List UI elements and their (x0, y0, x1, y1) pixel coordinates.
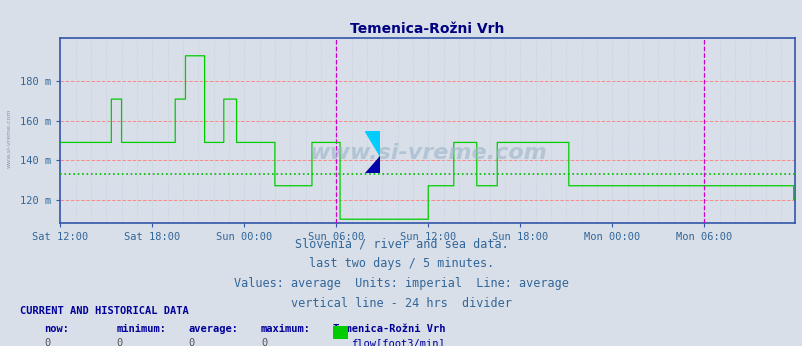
Polygon shape (364, 156, 379, 173)
Text: www.si-vreme.com: www.si-vreme.com (308, 143, 546, 163)
Text: now:: now: (44, 324, 69, 334)
Text: Temenica-Rožni Vrh: Temenica-Rožni Vrh (333, 324, 445, 334)
Text: Values: average  Units: imperial  Line: average: Values: average Units: imperial Line: av… (233, 277, 569, 290)
Text: CURRENT AND HISTORICAL DATA: CURRENT AND HISTORICAL DATA (20, 306, 188, 316)
Text: last two days / 5 minutes.: last two days / 5 minutes. (309, 257, 493, 270)
Text: Slovenia / river and sea data.: Slovenia / river and sea data. (294, 237, 508, 250)
Polygon shape (364, 131, 379, 156)
Title: Temenica-Rožni Vrh: Temenica-Rožni Vrh (350, 21, 504, 36)
Text: 0: 0 (44, 338, 51, 346)
Text: 0: 0 (261, 338, 267, 346)
Text: maximum:: maximum: (261, 324, 310, 334)
Text: www.si-vreme.com: www.si-vreme.com (6, 109, 11, 168)
Text: vertical line - 24 hrs  divider: vertical line - 24 hrs divider (290, 297, 512, 310)
Text: flow[foot3/min]: flow[foot3/min] (350, 338, 444, 346)
Text: average:: average: (188, 324, 238, 334)
Text: 0: 0 (188, 338, 195, 346)
Text: minimum:: minimum: (116, 324, 166, 334)
Text: 0: 0 (116, 338, 123, 346)
